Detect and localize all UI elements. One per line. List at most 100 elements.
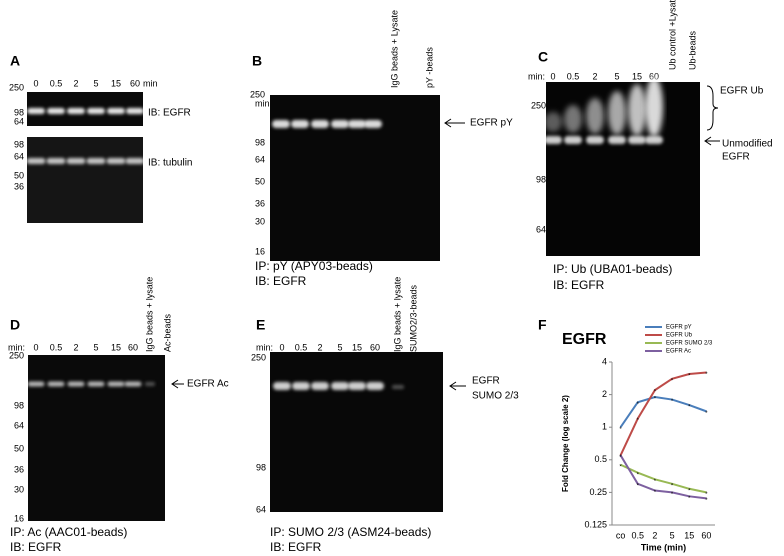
control-lane-label: SUMO2/3-beads — [408, 284, 418, 352]
mw-marker: 16 — [255, 246, 265, 256]
point-marker: * — [654, 397, 657, 403]
blot-image — [270, 95, 440, 261]
legend-label: EGFR SUMO 2/3 — [666, 341, 713, 347]
band — [27, 108, 45, 114]
lane-label: 0.5 — [567, 71, 580, 81]
unit-label: min — [143, 78, 158, 88]
mw-marker: 98 — [14, 107, 24, 117]
band — [107, 108, 125, 114]
lane-label: 60 — [370, 342, 380, 352]
mw-marker: 50 — [14, 170, 24, 180]
lane-label: 2 — [317, 342, 322, 352]
mw-marker: 98 — [256, 462, 266, 472]
control-lane-label: pY -beads — [424, 47, 434, 88]
band — [126, 108, 144, 114]
band — [47, 381, 65, 387]
point-marker: * — [619, 427, 622, 433]
lane-label: 2 — [73, 78, 78, 88]
ib-label: IB: tubulin — [148, 158, 192, 169]
series-line — [619, 395, 707, 428]
mw-marker: 30 — [255, 216, 265, 226]
mw-marker: 64 — [14, 151, 24, 161]
band — [564, 136, 582, 144]
mw-marker: 250 — [251, 352, 266, 362]
band — [273, 382, 291, 390]
band — [87, 108, 105, 114]
point-marker: * — [705, 498, 708, 504]
x-tick-label: 15 — [684, 530, 694, 540]
lane-label: 2 — [592, 71, 597, 81]
band — [145, 382, 155, 386]
point-marker: * — [705, 411, 708, 417]
band — [86, 158, 106, 164]
lane-label: 60 — [649, 71, 659, 81]
band — [67, 108, 85, 114]
band — [67, 381, 85, 387]
lane-label: 2 — [73, 342, 78, 352]
arrow-label: EGFR Ac — [187, 379, 229, 390]
legend-label: EGFR Ac — [666, 349, 691, 355]
arrow-label: Unmodified — [722, 139, 773, 150]
point-marker: * — [688, 496, 691, 502]
lane-prefix: min: — [255, 98, 272, 108]
point-marker: * — [619, 455, 622, 461]
x-tick-label: 60 — [701, 530, 711, 540]
y-tick-label: 4 — [602, 356, 607, 366]
point-marker: * — [637, 418, 640, 424]
lane-label: 15 — [352, 342, 362, 352]
blot-image — [28, 355, 165, 521]
mw-marker: 98 — [255, 137, 265, 147]
lane-label: 5 — [93, 78, 98, 88]
mw-marker: 64 — [255, 154, 265, 164]
lane-prefix: min: — [8, 342, 25, 352]
band — [348, 120, 366, 128]
ib-label: IB: EGFR — [148, 108, 191, 119]
lane-label: 0 — [279, 342, 284, 352]
control-lane-label: Ub control +Lysate — [667, 0, 677, 70]
band — [392, 385, 404, 389]
series-line — [619, 371, 707, 456]
control-lane-label: IgG beads + lysate — [392, 277, 402, 352]
point-marker: * — [671, 483, 674, 489]
point-marker: * — [637, 483, 640, 489]
point-marker: * — [705, 372, 708, 378]
arrow-head — [704, 136, 712, 146]
y-tick-label: 0.25 — [589, 487, 607, 497]
x-tick-label: 0.5 — [631, 530, 644, 540]
band — [46, 158, 66, 164]
mw-marker: 250 — [250, 89, 265, 99]
point-marker: * — [619, 455, 622, 461]
mw-marker: 50 — [14, 443, 24, 453]
mw-marker: 250 — [531, 100, 546, 110]
mw-marker: 16 — [14, 513, 24, 523]
lane-label: 60 — [128, 342, 138, 352]
lane-label: 5 — [93, 342, 98, 352]
point-marker: * — [671, 492, 674, 498]
panel-letter: D — [10, 317, 20, 333]
y-tick-label: 1 — [602, 422, 607, 432]
caption: IB: EGFR — [270, 540, 322, 554]
lane-label: 0.5 — [50, 342, 63, 352]
arrow-label: EGFR — [722, 152, 750, 163]
panel-letter: C — [538, 49, 548, 65]
point-marker: * — [671, 378, 674, 384]
blot-image — [270, 352, 443, 512]
band — [66, 158, 86, 164]
band — [331, 382, 349, 390]
mw-marker: 98 — [14, 400, 24, 410]
band — [47, 108, 65, 114]
lane-label: 5 — [614, 71, 619, 81]
mw-marker: 98 — [14, 139, 24, 149]
panel-letter: B — [252, 53, 262, 69]
band — [544, 112, 562, 132]
lane-label: 0.5 — [295, 342, 308, 352]
mw-marker: 30 — [14, 484, 24, 494]
y-axis-label: Fold Change (log scale 2) — [561, 395, 570, 492]
series-line — [619, 454, 707, 500]
band — [106, 158, 126, 164]
lane-label: 0 — [550, 71, 555, 81]
lane-label: 15 — [632, 71, 642, 81]
caption: IP: pY (APY03-beads) — [255, 259, 373, 273]
point-marker: * — [688, 405, 691, 411]
